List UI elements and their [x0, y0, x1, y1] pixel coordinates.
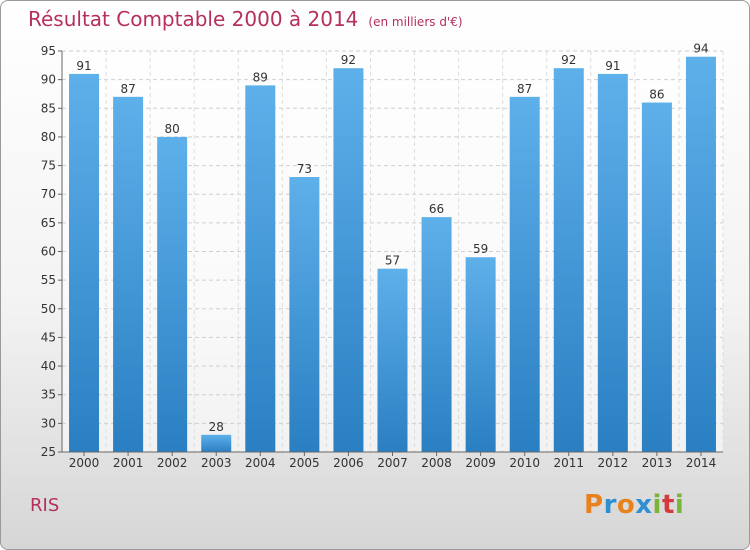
y-tick-label: 30 [41, 416, 56, 430]
y-tick-label: 65 [41, 216, 56, 230]
logo-letter: i [652, 490, 662, 520]
x-tick-label-2014: 2014 [686, 456, 717, 470]
x-tick-label-2009: 2009 [465, 456, 496, 470]
x-tick-label-2012: 2012 [598, 456, 629, 470]
y-tick-label: 70 [41, 187, 56, 201]
chart-title-block: Résultat Comptable 2000 à 2014 (en millie… [28, 7, 463, 31]
logo-letter: i [674, 490, 685, 520]
y-tick-label: 45 [41, 330, 56, 344]
logo-letter: o [616, 490, 636, 520]
x-tick-label-2011: 2011 [553, 456, 584, 470]
bar-2006 [333, 68, 364, 452]
y-tick-label: 75 [41, 159, 56, 173]
x-tick-label-2004: 2004 [245, 456, 276, 470]
x-tick-label-2003: 2003 [201, 456, 232, 470]
chart-subtitle: (en milliers d'€) [368, 15, 463, 29]
logo-letter: r [603, 490, 617, 520]
bar-2010 [509, 96, 540, 452]
value-label-2006: 92 [341, 53, 356, 67]
chart-title: Résultat Comptable 2000 à 2014 [28, 7, 359, 31]
labels-layer: 91 87 80 28 89 73 92 57 66 59 87 92 91 86 94 [76, 42, 708, 434]
bar-2004 [245, 85, 276, 452]
value-label-2011: 92 [561, 53, 576, 67]
value-label-2009: 59 [473, 242, 488, 256]
logo-letter: P [584, 490, 604, 520]
y-tick-label: 95 [41, 44, 56, 58]
x-tick-label-2007: 2007 [377, 456, 408, 470]
x-tick-label-2006: 2006 [333, 456, 364, 470]
x-tick-label-2001: 2001 [113, 456, 144, 470]
x-tick-label-2008: 2008 [421, 456, 452, 470]
y-tick-label: 50 [41, 302, 56, 316]
value-label-2008: 66 [429, 202, 444, 216]
proxiti-logo: Proxiti [584, 490, 684, 520]
x-tick-label-2005: 2005 [289, 456, 320, 470]
x-tick-label-2010: 2010 [509, 456, 540, 470]
bar-2005 [289, 177, 320, 452]
y-tick-label: 25 [41, 445, 56, 459]
bar-2014 [685, 56, 716, 452]
value-label-2001: 87 [120, 82, 135, 96]
bar-2003 [201, 434, 232, 452]
commune-name: RIS [30, 495, 60, 516]
y-tick-label: 90 [41, 73, 56, 87]
logo-letter: x [635, 490, 653, 520]
value-label-2007: 57 [385, 254, 400, 268]
bar-2013 [641, 102, 672, 453]
bar-2002 [157, 136, 188, 452]
y-tick-label: 55 [41, 273, 56, 287]
value-label-2005: 73 [297, 162, 312, 176]
axis-layer: 25 30 35 40 45 50 55 60 65 70 75 80 85 90 95 2000 2001 20… [41, 44, 723, 470]
value-label-2014: 94 [693, 42, 708, 56]
x-tick-label-2013: 2013 [642, 456, 673, 470]
bar-2001 [113, 96, 144, 452]
y-tick-label: 40 [41, 359, 56, 373]
value-label-2010: 87 [517, 82, 532, 96]
y-tick-label: 80 [41, 130, 56, 144]
bar-2012 [597, 73, 628, 453]
bar-2000 [69, 73, 100, 453]
y-tick-label: 85 [41, 101, 56, 115]
value-label-2004: 89 [253, 70, 268, 84]
y-tick-label: 35 [41, 388, 56, 402]
value-label-2000: 91 [76, 59, 91, 73]
bar-2009 [465, 257, 496, 452]
bar-2011 [553, 68, 584, 452]
bar-2007 [377, 268, 408, 452]
x-tick-label-2002: 2002 [157, 456, 188, 470]
y-tick-label: 60 [41, 245, 56, 259]
value-label-2003: 28 [209, 420, 224, 434]
bar-2008 [421, 217, 452, 452]
logo-letter: t [661, 490, 675, 520]
value-label-2002: 80 [165, 122, 180, 136]
x-tick-label-2000: 2000 [69, 456, 100, 470]
bars-layer [69, 56, 716, 453]
value-label-2013: 86 [649, 88, 664, 102]
value-label-2012: 91 [605, 59, 620, 73]
